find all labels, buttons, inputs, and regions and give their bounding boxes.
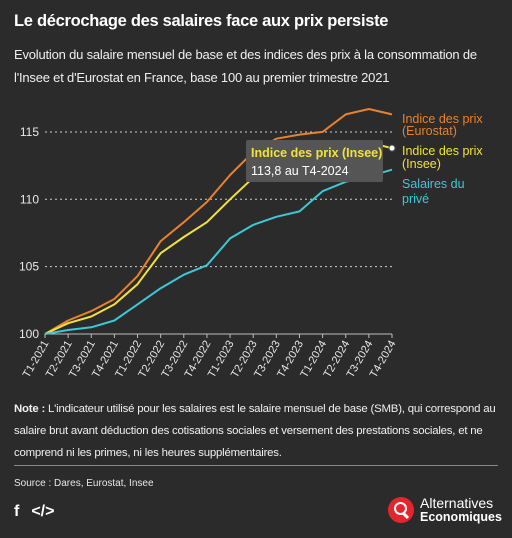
brand-name-line2: Economiques xyxy=(420,510,502,524)
magnifier-logo-icon xyxy=(388,497,414,523)
series-label: (Insee) xyxy=(402,157,441,171)
tooltip-title: Indice des prix (Insee) xyxy=(251,146,382,160)
series-label: (Eurostat) xyxy=(402,124,457,138)
tooltip-marker xyxy=(388,144,396,152)
tooltip-value: 113,8 au T4-2024 xyxy=(251,164,349,178)
y-tick-label: 105 xyxy=(19,260,39,274)
source-text: Source : Dares, Eurostat, Insee xyxy=(14,478,154,489)
series-line-0 xyxy=(44,108,393,335)
series-label: privé xyxy=(402,192,429,206)
y-tick-label: 110 xyxy=(20,192,39,206)
brand-name-line1: Alternatives xyxy=(420,495,494,511)
chart-subtitle: Evolution du salaire mensuel de base et … xyxy=(14,47,477,85)
series-label: Indice des prix xyxy=(402,144,483,158)
tooltip: Indice des prix (Insee) 113,8 au T4-2024 xyxy=(246,140,396,182)
line-chart: 100105110115T1-2021T2-2021T3-2021T4-2021… xyxy=(19,108,483,380)
tooltip-box xyxy=(246,140,383,182)
embed-code-icon[interactable]: </> xyxy=(31,503,55,520)
divider xyxy=(14,465,498,466)
chart-title: Le décrochage des salaires face aux prix… xyxy=(14,12,389,30)
y-tick-label: 115 xyxy=(20,125,39,139)
chart-note: Note : L'indicateur utilisé pour les sal… xyxy=(14,398,502,464)
facebook-icon[interactable]: f xyxy=(14,503,20,520)
share-bar: f </> xyxy=(14,503,54,521)
series-label: Indice des prix xyxy=(402,112,483,126)
note-text: L'indicateur utilisé pour les salaires e… xyxy=(14,403,496,459)
y-tick-label: 100 xyxy=(19,327,39,341)
series-line-2 xyxy=(44,168,393,335)
series-label: Salaires du xyxy=(402,177,465,191)
note-label: Note : xyxy=(14,403,46,415)
brand-logo: Alternatives Economiques xyxy=(388,496,502,524)
